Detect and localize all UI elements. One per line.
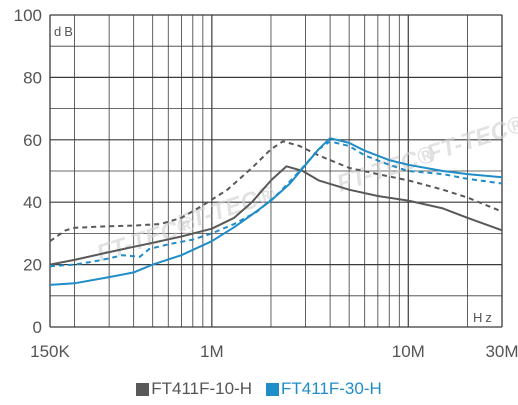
chart-legend: FT411F-10-H FT411F-30-H bbox=[0, 378, 518, 400]
x-tick-label: 1M bbox=[200, 342, 224, 361]
y-tick-label: 80 bbox=[23, 68, 42, 87]
tick-labels: 0 20 40 60 80 100 150K 1M 10M 30M bbox=[14, 6, 518, 361]
series-line-ft411f-30-h-solid bbox=[49, 137, 503, 286]
x-tick-label: 30M bbox=[485, 342, 518, 361]
series-line-ft411f-10-h-solid bbox=[49, 165, 503, 266]
legend-swatch-gray bbox=[136, 382, 150, 396]
y-tick-label: 20 bbox=[23, 256, 42, 275]
chart-grid bbox=[49, 14, 503, 328]
series-line-ft411f-30-h-dashed bbox=[49, 140, 503, 268]
x-unit-label: Hz bbox=[473, 310, 495, 325]
y-tick-label: 0 bbox=[33, 318, 42, 337]
legend-item-ft411f-30-h: FT411F-30-H bbox=[266, 379, 382, 399]
emi-attenuation-chart: FT-TEC®FT-TEC®FT-TEC®FT-TEC® 02040608010… bbox=[14, 6, 518, 361]
series-layer bbox=[49, 137, 503, 286]
legend-label: FT411F-10-H bbox=[151, 379, 252, 398]
legend-swatch-blue bbox=[266, 382, 279, 396]
y-tick-label: 40 bbox=[23, 193, 42, 212]
y-tick-label: 60 bbox=[23, 131, 42, 150]
y-unit-label: dB bbox=[54, 24, 76, 39]
series-line-ft411f-10-h-dashed bbox=[49, 140, 503, 243]
x-tick-label: 150K bbox=[30, 342, 70, 361]
legend-label: FT411F-30-H bbox=[281, 379, 382, 398]
y-tick-label: 100 bbox=[14, 6, 42, 25]
watermark-logo: FT-TEC® bbox=[424, 111, 518, 168]
legend-item-ft411f-10-h: FT411F-10-H bbox=[136, 379, 252, 399]
x-tick-label: 10M bbox=[392, 342, 425, 361]
